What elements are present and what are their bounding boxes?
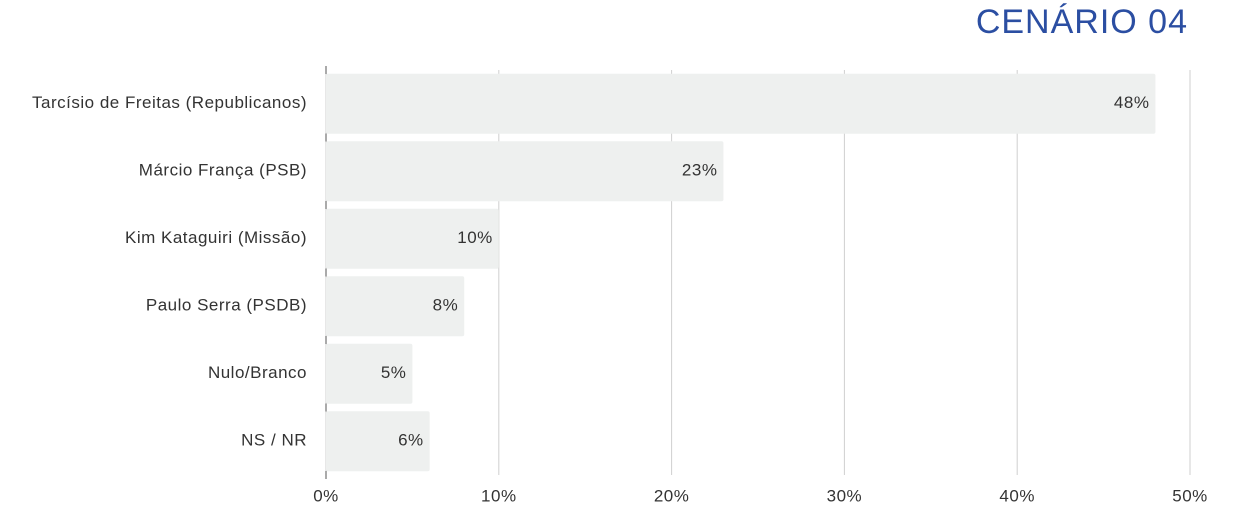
bar: [326, 411, 430, 472]
value-label: 23%: [682, 161, 718, 180]
y-tick-label: Paulo Serra (PSDB): [146, 296, 307, 315]
y-tick-label: Márcio França (PSB): [139, 161, 307, 180]
bar: [326, 208, 499, 269]
y-tick-label: Nulo/Branco: [208, 363, 307, 382]
bar: [326, 141, 724, 202]
value-label: 48%: [1114, 93, 1150, 112]
bar: [326, 343, 413, 404]
value-label: 5%: [381, 363, 407, 382]
x-tick-label: 20%: [654, 486, 690, 505]
bar: [326, 73, 1156, 134]
value-label: 8%: [433, 296, 459, 315]
x-tick-label: 50%: [1172, 486, 1208, 505]
y-tick-label: Kim Kataguiri (Missão): [125, 228, 307, 247]
value-label: 10%: [457, 228, 493, 247]
x-tick-label: 40%: [999, 486, 1035, 505]
bar: [326, 276, 465, 337]
value-label: 6%: [398, 431, 424, 450]
x-tick-label: 0%: [313, 486, 339, 505]
y-tick-label: NS / NR: [241, 431, 307, 450]
x-tick-label: 10%: [481, 486, 517, 505]
y-tick-label: Tarcísio de Freitas (Republicanos): [32, 93, 307, 112]
chart-title: CENÁRIO 04: [976, 3, 1188, 41]
x-tick-label: 30%: [827, 486, 863, 505]
